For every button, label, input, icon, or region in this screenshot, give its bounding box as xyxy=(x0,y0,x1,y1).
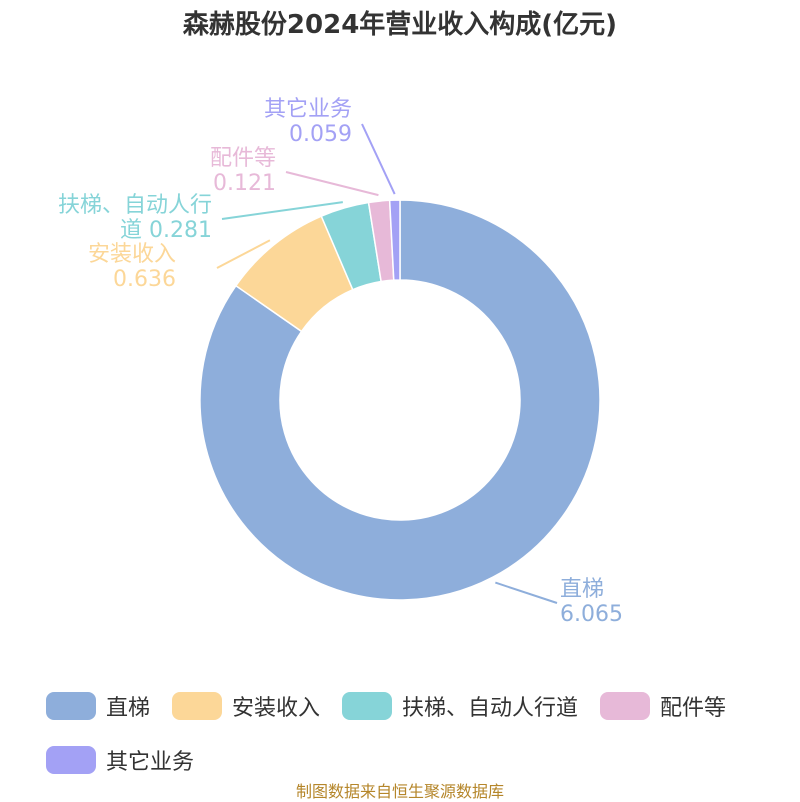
slice-value-3: 道 0.281 xyxy=(120,218,212,243)
legend-swatch xyxy=(46,746,96,774)
legend-item-1[interactable]: 直梯 xyxy=(46,690,150,722)
legend-label: 配件等 xyxy=(660,696,727,721)
legend-item-2[interactable]: 安装收入 xyxy=(172,690,320,722)
slice-value-1: 6.065 xyxy=(560,602,623,627)
source-note: 制图数据来自恒生聚源数据库 xyxy=(295,782,504,801)
legend-item-5[interactable]: 其它业务 xyxy=(46,744,194,776)
slice-5 xyxy=(388,199,401,281)
legend-label: 扶梯、自动人行道 xyxy=(402,696,579,721)
slice-label-3: 扶梯、自动人行 xyxy=(58,193,212,218)
chart-legend: 直梯 安装收入 扶梯、自动人行道 配件等其它业务 xyxy=(46,690,786,776)
leader-line-4 xyxy=(285,171,379,197)
leader-line-5 xyxy=(361,123,396,195)
leader-line-2 xyxy=(216,239,271,269)
legend-swatch xyxy=(342,692,393,720)
legend-label: 安装收入 xyxy=(232,696,321,721)
slice-label-2: 安装收入 xyxy=(88,242,176,267)
legend-label: 其它业务 xyxy=(106,750,195,775)
slice-label-4: 配件等 xyxy=(210,146,276,171)
slice-value-2: 0.636 xyxy=(113,267,176,292)
leader-line-1 xyxy=(495,581,558,604)
leader-line-3 xyxy=(221,201,343,220)
legend-item-4[interactable]: 配件等 xyxy=(600,690,726,722)
chart-title: 森赫股份2024年营业收入构成(亿元) xyxy=(182,10,618,40)
slice-value-4: 0.121 xyxy=(213,171,276,196)
slice-label-1: 直梯 xyxy=(560,577,604,602)
legend-item-3[interactable]: 扶梯、自动人行道 xyxy=(342,690,578,722)
slice-value-5: 0.059 xyxy=(289,122,352,147)
legend-swatch xyxy=(600,692,651,720)
slice-1 xyxy=(199,199,601,601)
legend-swatch xyxy=(46,692,96,720)
slice-label-5: 其它业务 xyxy=(264,97,352,122)
legend-label: 直梯 xyxy=(106,696,151,721)
legend-swatch xyxy=(172,692,223,720)
